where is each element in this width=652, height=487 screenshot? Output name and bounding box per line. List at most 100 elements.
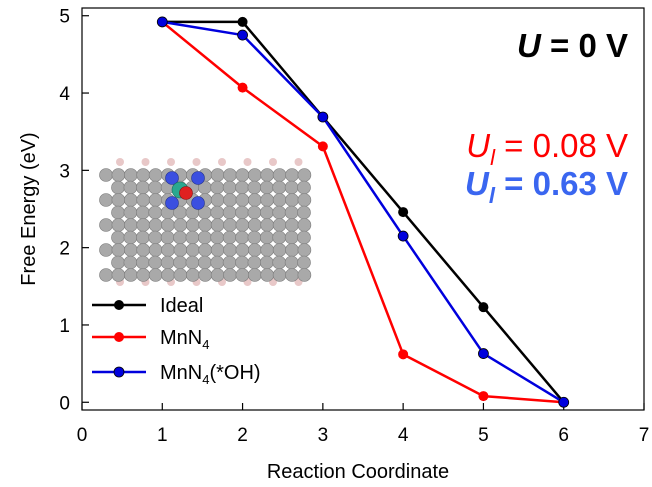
series-line-1 <box>161 20 564 404</box>
carbon-atom <box>198 255 212 270</box>
carbon-atom <box>272 243 287 257</box>
carbon-atom <box>284 180 299 195</box>
carbon-atom <box>161 243 175 257</box>
carbon-atom <box>297 205 311 220</box>
carbon-atom <box>173 268 188 282</box>
carbon-atom <box>99 268 113 282</box>
carbon-atom <box>260 218 275 232</box>
carbon-atom <box>186 268 200 282</box>
data-point-1 <box>237 82 248 93</box>
carbon-atom <box>235 193 250 207</box>
carbon-atom <box>186 243 200 257</box>
carbon-atom <box>111 205 125 220</box>
legend-marker-mnn4-oh <box>113 366 125 378</box>
carbon-atom <box>136 230 150 245</box>
ul-blue-symbol: U <box>465 165 490 202</box>
carbon-atom <box>136 218 150 232</box>
carbon-atom <box>222 180 237 195</box>
legend: Ideal MnN4 MnN4(*OH) <box>92 295 261 387</box>
carbon-atom <box>235 243 250 257</box>
data-point-2 <box>237 29 248 41</box>
data-point-2 <box>397 230 409 242</box>
carbon-atom <box>247 230 262 245</box>
y-tick-label: 0 <box>59 393 70 414</box>
carbon-atom <box>297 243 312 257</box>
limiting-potential-mnn4-oh: Ul = 0.63 V <box>465 165 628 208</box>
legend-label-mnn4-oh: MnN4(*OH) <box>160 362 261 387</box>
limiting-potential-mnn4: Ul = 0.08 V <box>466 127 628 170</box>
ul-blue-subscript: l <box>489 183 496 208</box>
y-axis-ticks: 0 1 2 3 4 5 <box>59 7 89 414</box>
carbon-atom <box>297 230 311 245</box>
carbon-atom <box>223 218 237 232</box>
carbon-atom <box>173 230 187 245</box>
legend-marker-ideal <box>114 300 124 310</box>
carbon-atom <box>111 193 126 207</box>
carbon-atom <box>198 268 212 282</box>
carbon-atom <box>223 243 237 257</box>
carbon-atom <box>210 193 225 207</box>
y-tick-label: 3 <box>59 161 70 182</box>
plot-area-frame <box>81 7 645 411</box>
carbon-atom <box>260 168 275 182</box>
carbon-atom <box>124 193 138 207</box>
ul-blue-value: = 0.63 V <box>495 165 628 202</box>
carbon-atom <box>235 230 249 245</box>
carbon-atom <box>198 218 212 232</box>
potential-symbol: U <box>517 27 542 64</box>
carbon-atom <box>111 243 126 257</box>
carbon-atom <box>185 255 200 270</box>
carbon-atom <box>111 230 125 245</box>
hydrogen-atom <box>116 158 124 166</box>
legend-entry-mnn4: MnN4 <box>92 327 209 352</box>
carbon-atom <box>285 218 299 232</box>
carbon-atom <box>210 218 225 232</box>
carbon-atom <box>148 230 162 245</box>
carbon-atom <box>285 243 299 257</box>
carbon-atom <box>297 218 312 232</box>
carbon-atom <box>173 243 188 257</box>
carbon-atom <box>297 255 311 270</box>
y-tick-label: 5 <box>59 7 70 28</box>
carbon-atom <box>123 230 138 245</box>
carbon-atom <box>272 255 287 270</box>
carbon-atom <box>223 268 237 282</box>
carbon-atom <box>210 255 224 270</box>
carbon-atom <box>272 168 287 182</box>
carbon-atom <box>99 168 113 182</box>
data-series <box>156 16 570 408</box>
carbon-atom <box>111 268 126 282</box>
carbon-atom <box>210 205 224 220</box>
y-tick-label: 2 <box>59 239 70 260</box>
carbon-atom <box>297 193 312 207</box>
data-point-2 <box>156 16 168 28</box>
carbon-atom <box>111 180 125 195</box>
carbon-atom <box>235 268 250 282</box>
carbon-atom <box>222 205 237 220</box>
carbon-atom <box>198 243 212 257</box>
carbon-atom <box>111 168 126 182</box>
carbon-atom <box>111 255 125 270</box>
carbon-atom <box>272 230 287 245</box>
data-point-2 <box>478 348 489 359</box>
carbon-atom <box>99 193 113 207</box>
carbon-atom <box>148 218 163 232</box>
carbon-atom <box>198 230 212 245</box>
carbon-atom <box>223 193 237 207</box>
legend-entry-ideal: Ideal <box>92 295 203 317</box>
data-point-1 <box>478 391 489 402</box>
carbon-atom <box>185 230 200 245</box>
carbon-atom <box>160 255 175 270</box>
carbon-atom <box>260 268 275 282</box>
carbon-atom <box>173 255 187 270</box>
carbon-atom <box>148 268 163 282</box>
carbon-atom <box>160 230 175 245</box>
carbon-atom <box>259 255 274 270</box>
x-tick-label: 3 <box>318 425 329 446</box>
carbon-atom <box>148 255 162 270</box>
carbon-atom <box>235 205 249 220</box>
carbon-atom <box>136 205 150 220</box>
carbon-atom <box>272 193 287 207</box>
carbon-atom <box>297 168 312 182</box>
